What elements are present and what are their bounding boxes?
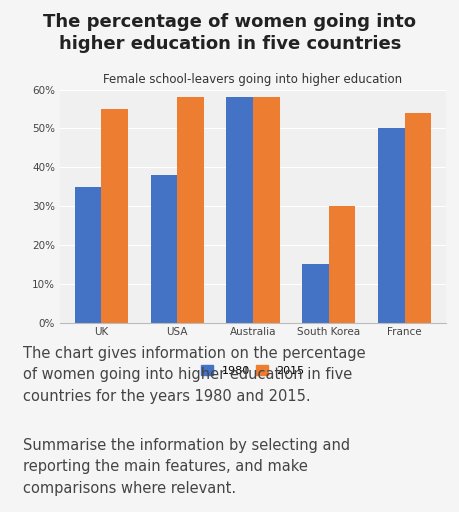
Text: Summarise the information by selecting and
reporting the main features, and make: Summarise the information by selecting a… xyxy=(23,438,349,496)
Bar xyxy=(377,129,403,323)
Bar xyxy=(177,97,203,323)
Bar xyxy=(403,113,430,323)
Bar xyxy=(328,206,354,323)
Legend: 1980, 2015: 1980, 2015 xyxy=(196,361,308,380)
Bar xyxy=(302,264,328,323)
Bar xyxy=(226,97,252,323)
Bar xyxy=(252,97,279,323)
Text: The chart gives information on the percentage
of women going into higher educati: The chart gives information on the perce… xyxy=(23,346,365,404)
Title: Female school-leavers going into higher education: Female school-leavers going into higher … xyxy=(103,73,402,86)
Bar xyxy=(151,175,177,323)
Bar xyxy=(75,187,101,323)
Bar xyxy=(101,109,128,323)
Text: The percentage of women going into
higher education in five countries: The percentage of women going into highe… xyxy=(44,13,415,53)
